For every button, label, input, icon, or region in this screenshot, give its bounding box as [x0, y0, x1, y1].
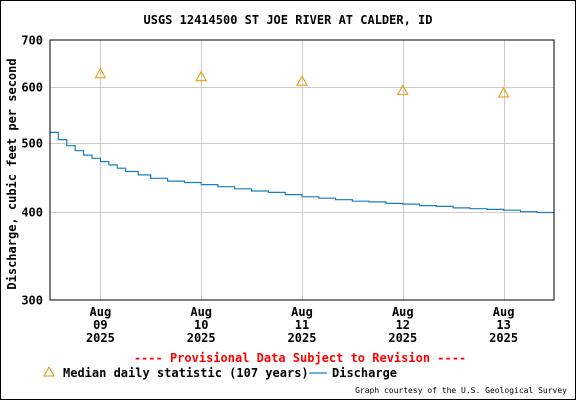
provisional-note: ---- Provisional Data Subject to Revisio…: [134, 351, 466, 365]
median-triangle-marker: [195, 70, 208, 82]
y-axis-label: Discharge, cubic feet per second: [5, 58, 19, 289]
x-tick-label: 10: [194, 318, 208, 332]
x-tick-label: 2025: [388, 331, 417, 345]
median-triangle-marker: [296, 75, 308, 86]
legend-label-discharge: Discharge: [332, 366, 397, 380]
legend-label-median: Median daily statistic (107 years): [63, 366, 309, 380]
y-tick-label: 600: [21, 81, 43, 95]
y-tick-label: 300: [21, 294, 43, 308]
grid-lines: [50, 40, 554, 300]
x-tick-label: 2025: [489, 331, 518, 345]
x-tick-label: Aug: [190, 305, 212, 319]
chart-title: USGS 12414500 ST JOE RIVER AT CALDER, ID: [144, 13, 433, 27]
legend: Median daily statistic (107 years) Disch…: [43, 365, 397, 380]
x-tick-label: 13: [496, 318, 510, 332]
legend-triangle-icon: [43, 365, 55, 377]
median-triangle-marker: [497, 86, 510, 98]
x-tick-label: 2025: [288, 331, 317, 345]
discharge-line: [50, 131, 555, 214]
x-tick-label: Aug: [493, 305, 515, 319]
x-tick-label: 09: [93, 318, 107, 332]
x-tick-label: Aug: [90, 305, 112, 319]
x-tick-label: Aug: [291, 305, 313, 319]
median-triangle-marker: [94, 67, 107, 79]
y-axis-ticks: 300 400 500 600 700: [21, 34, 43, 308]
y-tick-label: 400: [21, 206, 43, 220]
median-triangle-marker: [396, 84, 409, 95]
x-tick-label: Aug: [392, 305, 414, 319]
series-layer: [50, 67, 555, 214]
plot-frame: [49, 39, 555, 301]
x-tick-label: 11: [295, 318, 309, 332]
x-tick-label: 2025: [86, 331, 115, 345]
credit-text: Graph courtesy of the U.S. Geological Su…: [355, 386, 567, 395]
x-tick-label: 2025: [187, 331, 216, 345]
y-tick-label: 700: [21, 34, 43, 48]
x-tick-label: 12: [396, 318, 410, 332]
x-axis-ticks: Aug092025Aug102025Aug112025Aug122025Aug1…: [86, 305, 518, 345]
y-tick-label: 500: [21, 137, 43, 151]
